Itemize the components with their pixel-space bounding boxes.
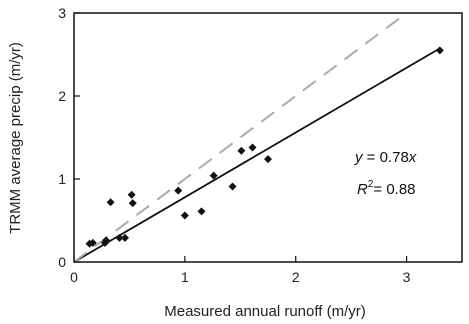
plot-frame: [73, 12, 463, 263]
regression-line: [73, 47, 441, 263]
x-tick-label: 1: [181, 269, 189, 285]
r-squared-r: R: [357, 181, 368, 198]
y-tick-label: 1: [58, 171, 66, 187]
x-axis-label: Measured annual runoff (m/yr): [164, 303, 365, 320]
data-point: [237, 146, 246, 155]
x-tick-label: 0: [70, 269, 78, 285]
equation-value: = 0.78: [363, 149, 409, 166]
x-tick-label: 2: [292, 269, 300, 285]
data-point: [435, 46, 444, 55]
r-squared-value: = 0.88: [373, 181, 415, 198]
x-tick-label: 3: [403, 269, 411, 285]
plot-marks: [73, 12, 444, 263]
data-point: [128, 199, 137, 208]
equation-annotation: y = 0.78x: [354, 149, 417, 166]
one-to-one-line: [73, 12, 408, 263]
equation-x: x: [408, 149, 417, 166]
data-point: [228, 182, 237, 191]
axis-ticks: 0 1 2 3 0 1 2 3: [58, 5, 410, 285]
data-point: [120, 233, 129, 242]
data-point: [174, 186, 183, 195]
y-axis-label: TRMM average precip (m/yr): [7, 42, 24, 234]
data-point: [209, 171, 218, 180]
data-point: [127, 190, 136, 199]
y-tick-label: 2: [58, 88, 66, 104]
r-squared-superscript: 2: [368, 179, 374, 190]
data-point: [248, 143, 257, 152]
data-point: [115, 233, 124, 242]
y-tick-label: 0: [58, 254, 66, 270]
equation-y: y: [354, 149, 364, 166]
r-squared-annotation: R2= 0.88: [357, 179, 416, 198]
data-point: [102, 236, 111, 245]
data-point: [106, 198, 115, 207]
data-point: [197, 207, 206, 216]
data-point: [88, 238, 97, 247]
y-tick-label: 3: [58, 5, 66, 21]
data-point: [264, 155, 272, 164]
data-point: [180, 211, 189, 220]
